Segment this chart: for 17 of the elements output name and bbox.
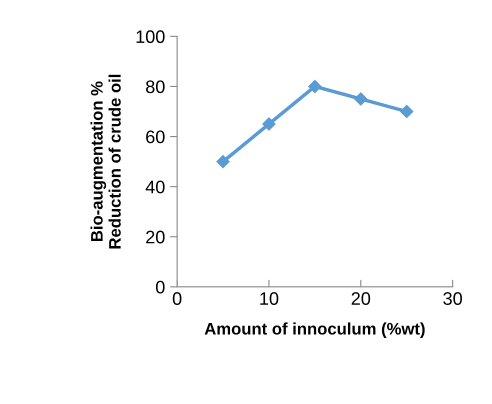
point bbox=[308, 80, 322, 94]
x-tick-label: 10 bbox=[260, 292, 278, 305]
x-tick-label: 20 bbox=[352, 292, 370, 305]
y-tick-label: 20 bbox=[146, 230, 165, 244]
x-tick-label: 0 bbox=[172, 292, 182, 305]
y-tick-label: 40 bbox=[146, 180, 165, 194]
point bbox=[400, 104, 414, 118]
y-tick-label: 80 bbox=[146, 80, 165, 94]
y-axis-title: Bio-augmentation % Reduction of crude oil bbox=[90, 74, 121, 248]
x-tick-label: 30 bbox=[443, 292, 462, 305]
y-tick-label: 100 bbox=[136, 30, 165, 44]
y-tick-label: 60 bbox=[146, 130, 165, 144]
x-axis-title: Amount of innoculum (%wt) bbox=[204, 322, 425, 338]
point bbox=[262, 117, 276, 131]
point bbox=[216, 155, 230, 168]
y-tick-label: 0 bbox=[156, 280, 165, 294]
point bbox=[354, 92, 368, 106]
